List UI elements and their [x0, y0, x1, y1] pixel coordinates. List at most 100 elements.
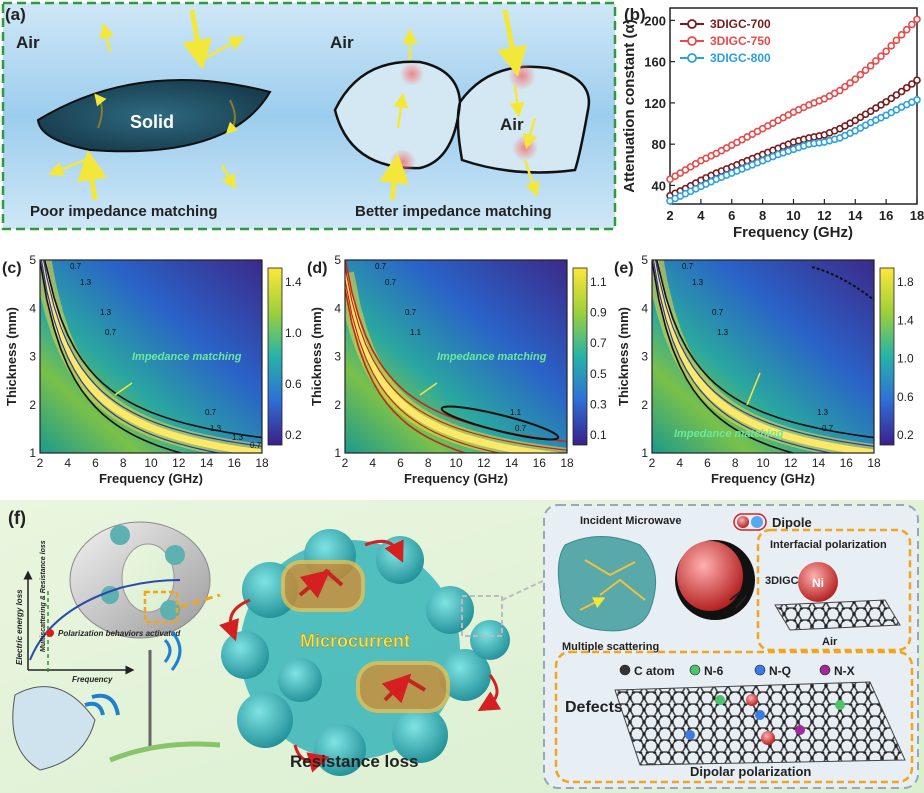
legend-marker	[687, 36, 697, 46]
data-point	[892, 36, 901, 45]
x-tick-label: 12	[477, 456, 491, 470]
y-axis-label: Thickness (mm)	[309, 307, 324, 406]
y-tick-label: 3	[29, 350, 36, 364]
data-point	[902, 25, 911, 34]
dipolar-polarization-label: Dipolar polarization	[690, 764, 811, 779]
graphene-sheet	[614, 681, 906, 766]
colorbar	[267, 267, 283, 446]
graph-x-label: Frequency	[72, 675, 113, 684]
contour-map-c: 0.7 1.3 1.3 0.7 0.7 1.3 1.3 0.7 Impedance matchi…	[2, 255, 302, 486]
data-point	[856, 70, 865, 79]
contour-line	[652, 260, 835, 453]
panel-label: (e)	[614, 260, 634, 277]
contour-value-label: 0.7	[385, 278, 397, 287]
graph-point-label: Polarization behaviors activated	[58, 629, 181, 638]
panel-label: (c)	[2, 260, 22, 277]
left-air-label: Air	[16, 33, 40, 52]
x-tick-label: 12	[172, 456, 186, 470]
colorbar-tick-label: 0.6	[285, 377, 302, 391]
graph-y-label: Electric energy loss	[15, 589, 24, 665]
porous-3d-structure	[219, 529, 510, 776]
right-air-top-label: Air	[330, 33, 354, 52]
contour-value-label: 1.3	[817, 408, 829, 417]
colorbar-tick-label: 0.6	[897, 390, 914, 404]
plot-frame	[651, 259, 875, 454]
colorbar-tick-label: 0.2	[285, 428, 302, 442]
x-tick-label: 6	[728, 208, 735, 223]
plot-frame	[39, 259, 263, 454]
contour-value-label: 0.7	[105, 328, 117, 337]
air-label: Air	[822, 636, 838, 648]
panel-b-label: (b)	[624, 5, 646, 24]
x-tick-label: 18	[910, 208, 924, 223]
x-tick-label: 2	[649, 456, 656, 470]
contour-panels: 0.7 1.3 1.3 0.7 0.7 1.3 1.3 0.7 Impedance matchi…	[0, 255, 924, 495]
x-tick-label: 14	[812, 456, 826, 470]
contour-line	[345, 266, 567, 451]
y-axis-label: Attenuation constant (α)	[621, 19, 638, 192]
y-tick-label: 1	[29, 446, 36, 460]
annotation-arrow	[746, 372, 761, 406]
y-tick-label: 80	[652, 137, 666, 152]
panel-b-chart: (b) 2 4 6 8 10 12 14 16 18 40 80 120 160 200 3DIGC-70…	[621, 5, 924, 240]
atom-legend: C atom N-6 N-Q N-X	[619, 664, 855, 678]
x-tick-label: 14	[505, 456, 519, 470]
panel-a-label: (a)	[5, 5, 26, 24]
legend-marker	[687, 53, 697, 63]
colorbar-tick-label: 0.7	[590, 336, 607, 350]
ni-label: Ni	[812, 576, 824, 590]
data-point	[913, 15, 921, 24]
legend-entry: 3DIGC-800	[710, 51, 771, 65]
contour-value-label: 0.7	[70, 262, 82, 271]
x-tick-label: 14	[848, 208, 863, 223]
y-tick-label: 2	[334, 398, 341, 412]
x-tick-label: 12	[784, 456, 798, 470]
data-point	[841, 82, 849, 91]
y-tick-label: 4	[29, 301, 36, 315]
contour-line	[42, 260, 262, 447]
contour-value-label: 0.7	[712, 308, 724, 317]
defects-label: Defects	[565, 699, 623, 716]
microcurrent-label: Microcurrent	[300, 631, 410, 651]
contour-line	[652, 260, 796, 453]
legend-entry: C atom	[634, 664, 675, 678]
contour-loop	[440, 405, 560, 441]
contour-line	[345, 279, 502, 453]
data-point	[887, 94, 896, 103]
colorbar-tick-label: 0.2	[897, 428, 914, 442]
x-axis-label: Frequency (GHz)	[404, 471, 508, 486]
contour-value-label: 0.7	[682, 262, 694, 271]
data-point	[861, 66, 870, 75]
data-point	[908, 20, 916, 29]
colorbar-tick-label: 0.9	[590, 306, 607, 320]
contour-value-label: 1.1	[510, 408, 522, 417]
y-tick-label: 2	[641, 398, 648, 412]
contour-line	[40, 260, 184, 453]
y-tick-label: 5	[641, 255, 648, 267]
legend-entry: N-X	[834, 664, 855, 678]
data-point	[836, 86, 844, 95]
x-tick-label: 6	[92, 456, 99, 470]
data-point	[902, 83, 911, 92]
contour-value-label: 0.7	[405, 308, 417, 317]
y-tick-label: 160	[644, 55, 666, 70]
data-point	[897, 87, 906, 96]
x-tick-label: 4	[64, 456, 71, 470]
x-tick-label: 8	[120, 456, 127, 470]
left-caption: Poor impedance matching	[30, 203, 218, 220]
legend-marker	[689, 664, 701, 676]
y-tick-label: 40	[652, 178, 666, 193]
panel-a: (a) Air Solid Poor impedance matching Ai…	[1, 1, 617, 231]
y-tick-label: 5	[29, 255, 36, 267]
x-tick-label: 16	[879, 208, 893, 223]
colorbar-tick-label: 0.3	[590, 397, 607, 411]
y-axis-label: Thickness (mm)	[616, 307, 631, 406]
impedance-matching-annotation: Impedance matching	[437, 351, 547, 363]
contour-value-label: 0.7	[375, 262, 387, 271]
data-point	[913, 96, 921, 104]
contour-value-label: 1.3	[100, 308, 112, 317]
y-tick-label: 1	[641, 446, 648, 460]
legend-entry: 3DIGC-750	[710, 34, 771, 48]
contour-value-label: 1.3	[210, 424, 222, 433]
x-tick-label: 8	[425, 456, 432, 470]
